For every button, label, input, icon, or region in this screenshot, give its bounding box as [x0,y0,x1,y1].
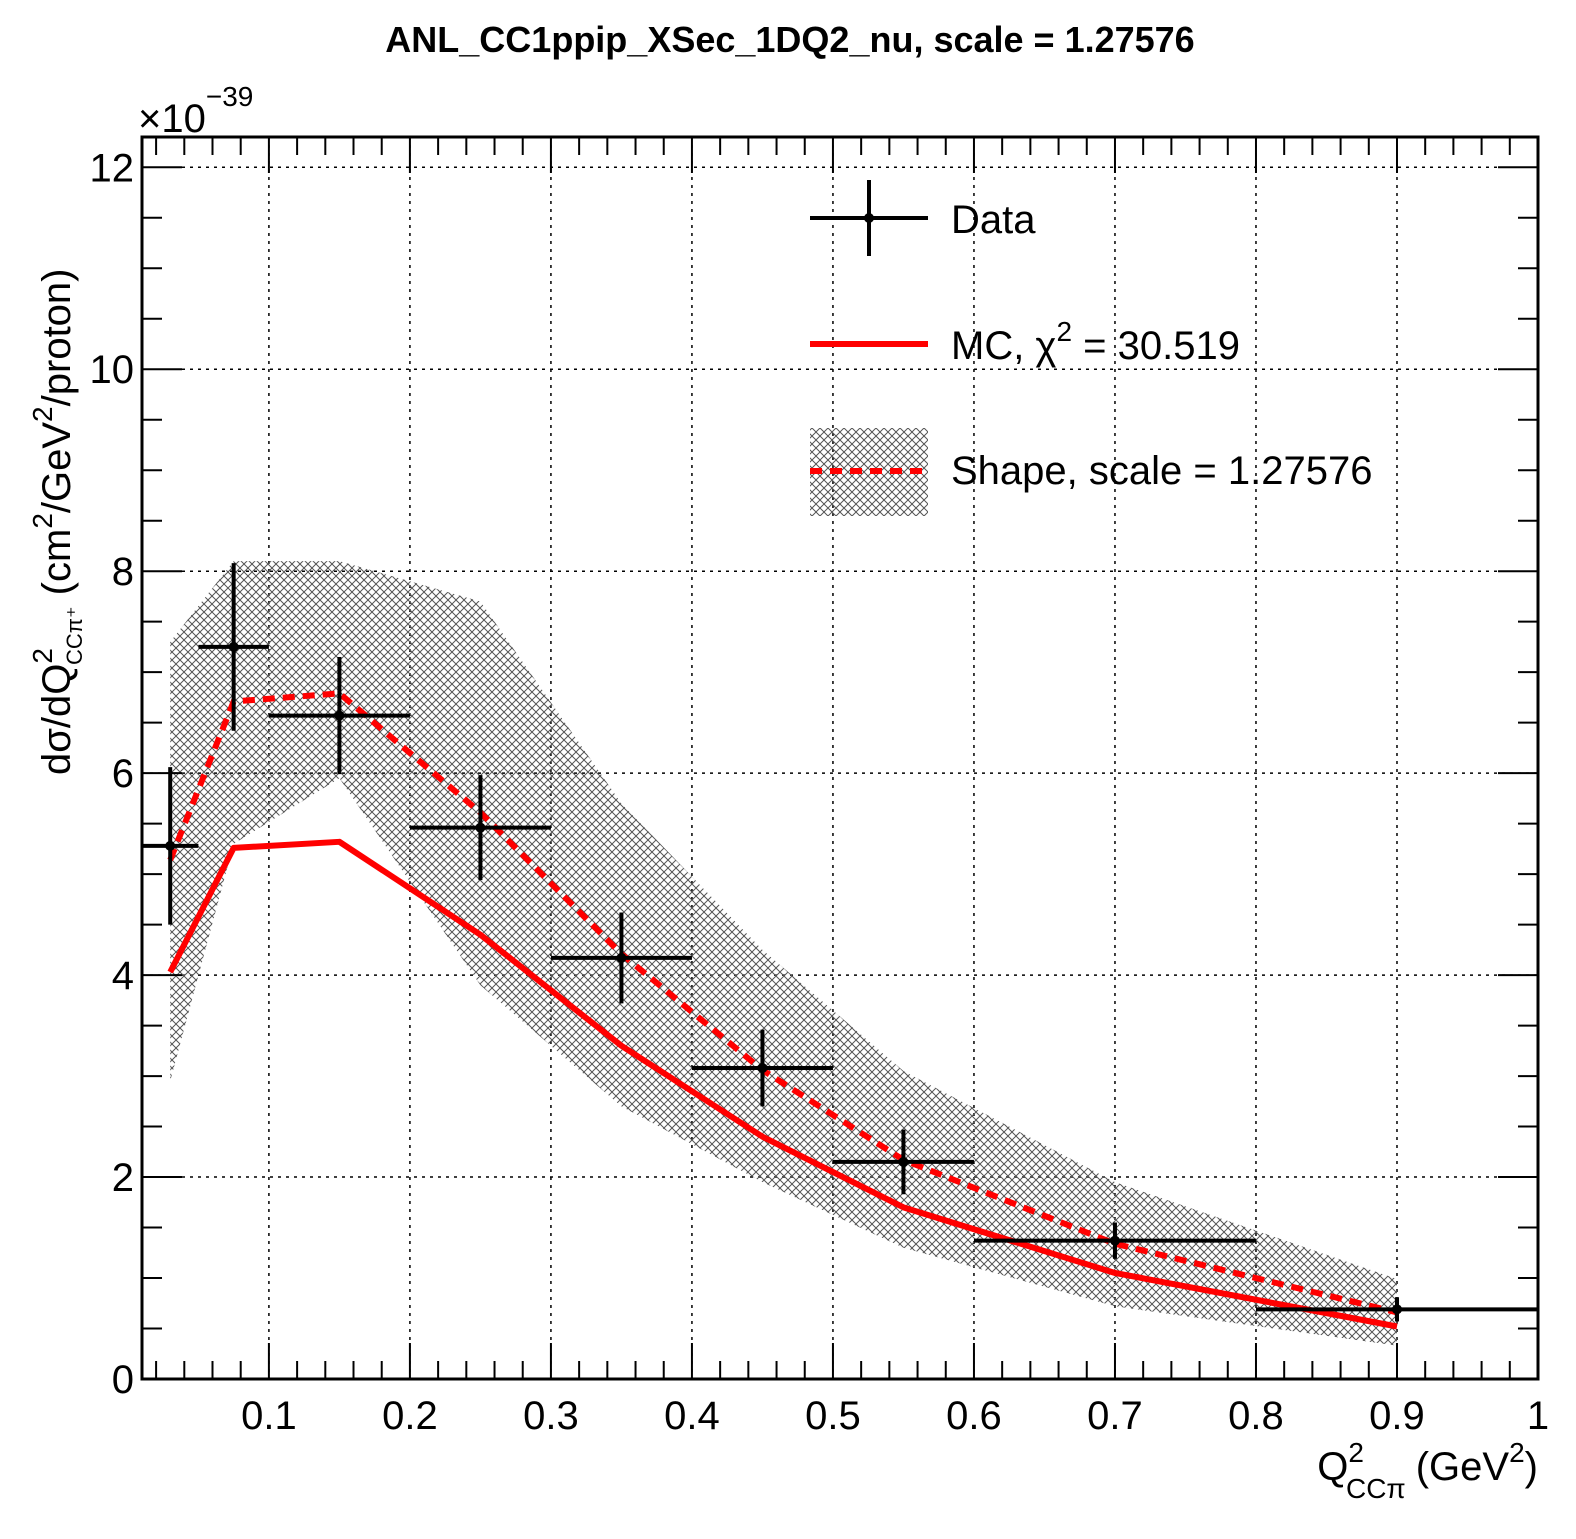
legend-data-label: Data [951,198,1036,242]
y-exponent-label: ×10−39 [138,81,253,141]
data-marker [898,1156,909,1167]
y-tick-label: 2 [112,1156,134,1200]
y-axis-units-a: (cm [35,529,79,607]
data-marker [757,1062,768,1073]
legend-mc-text: MC, χ [951,324,1056,368]
data-point [832,1129,974,1195]
data-marker [228,641,239,652]
data-point [550,912,692,1004]
data-point [409,775,551,881]
x-axis-units: (GeV [1416,1445,1510,1489]
legend-data-marker [864,213,874,223]
y-axis-units-sup2: 2 [27,406,58,422]
x-axis-units-close: ) [1525,1445,1538,1489]
y-axis-sup: 2 [27,648,58,664]
legend-mc-label: MC, χ2 = 30.519 [951,316,1240,368]
y-axis-prefix: dσ/dQ [35,664,79,775]
data-marker [1391,1304,1402,1315]
legend-mc-rest: = 30.519 [1072,324,1240,368]
x-tick-label: 0.2 [382,1394,438,1438]
x-axis-symbol: Q [1317,1445,1348,1489]
x-axis-symbol-sub: CCπ [1346,1473,1406,1504]
y-tick-label: 12 [90,146,135,190]
data-point [973,1222,1256,1259]
x-tick-label: 0.9 [1369,1394,1425,1438]
y-exponent-base: ×10 [138,97,206,141]
y-axis-units-sup: 2 [27,513,58,529]
data-point [268,657,410,775]
data-points-layer [142,563,1538,1322]
legend-mc-sup: 2 [1056,316,1072,347]
y-axis-label: dσ/dQ2 CCπ⁺ (cm2/GeV2/proton) [27,269,87,776]
x-tick-label: 0.6 [946,1394,1002,1438]
x-tick-label: 0.5 [805,1394,861,1438]
y-exponent-power: −39 [206,81,254,112]
y-tick-label: 4 [112,954,134,998]
data-point [691,1029,833,1107]
mc-line [167,838,1398,1330]
y-tick-label: 8 [112,550,134,594]
data-marker [165,840,176,851]
legend-shape-label: Shape, scale = 1.27576 [951,449,1372,493]
x-axis-label: Q2 CCπ (GeV2) [1317,1437,1538,1504]
data-marker [475,822,486,833]
chart-title: ANL_CC1ppip_XSec_1DQ2_nu, scale = 1.2757… [385,19,1194,60]
legend-shape-band [810,428,928,516]
data-marker [616,952,627,963]
y-axis-units-b: /GeV [35,422,79,513]
x-axis-units-sup: 2 [1509,1437,1525,1468]
x-tick-label: 1 [1527,1394,1549,1438]
legend: Data MC, χ2 = 30.519 Shape, scale = 1.27… [810,180,1372,516]
axis-ticks [142,137,1539,1380]
data-point [1255,1297,1538,1322]
y-axis-units-c: /proton) [35,269,79,407]
x-tick-label: 0.3 [523,1394,579,1438]
y-axis-sub: CCπ⁺ [62,606,87,665]
x-tick-label: 0.7 [1087,1394,1143,1438]
y-tick-label: 6 [112,752,134,796]
y-tick-label: 0 [112,1358,134,1402]
shape-error-band [170,561,1397,1346]
data-point [198,563,269,731]
x-tick-label: 0.8 [1228,1394,1284,1438]
y-tick-label: 10 [90,348,135,392]
x-tick-label: 0.4 [664,1394,720,1438]
data-marker [334,710,345,721]
data-marker [1109,1235,1120,1246]
x-axis-symbol-sup: 2 [1348,1437,1364,1468]
plot-frame [140,135,1540,1381]
x-tick-label: 0.1 [241,1394,297,1438]
data-point [142,767,199,925]
error-band-layer [170,561,1397,1346]
